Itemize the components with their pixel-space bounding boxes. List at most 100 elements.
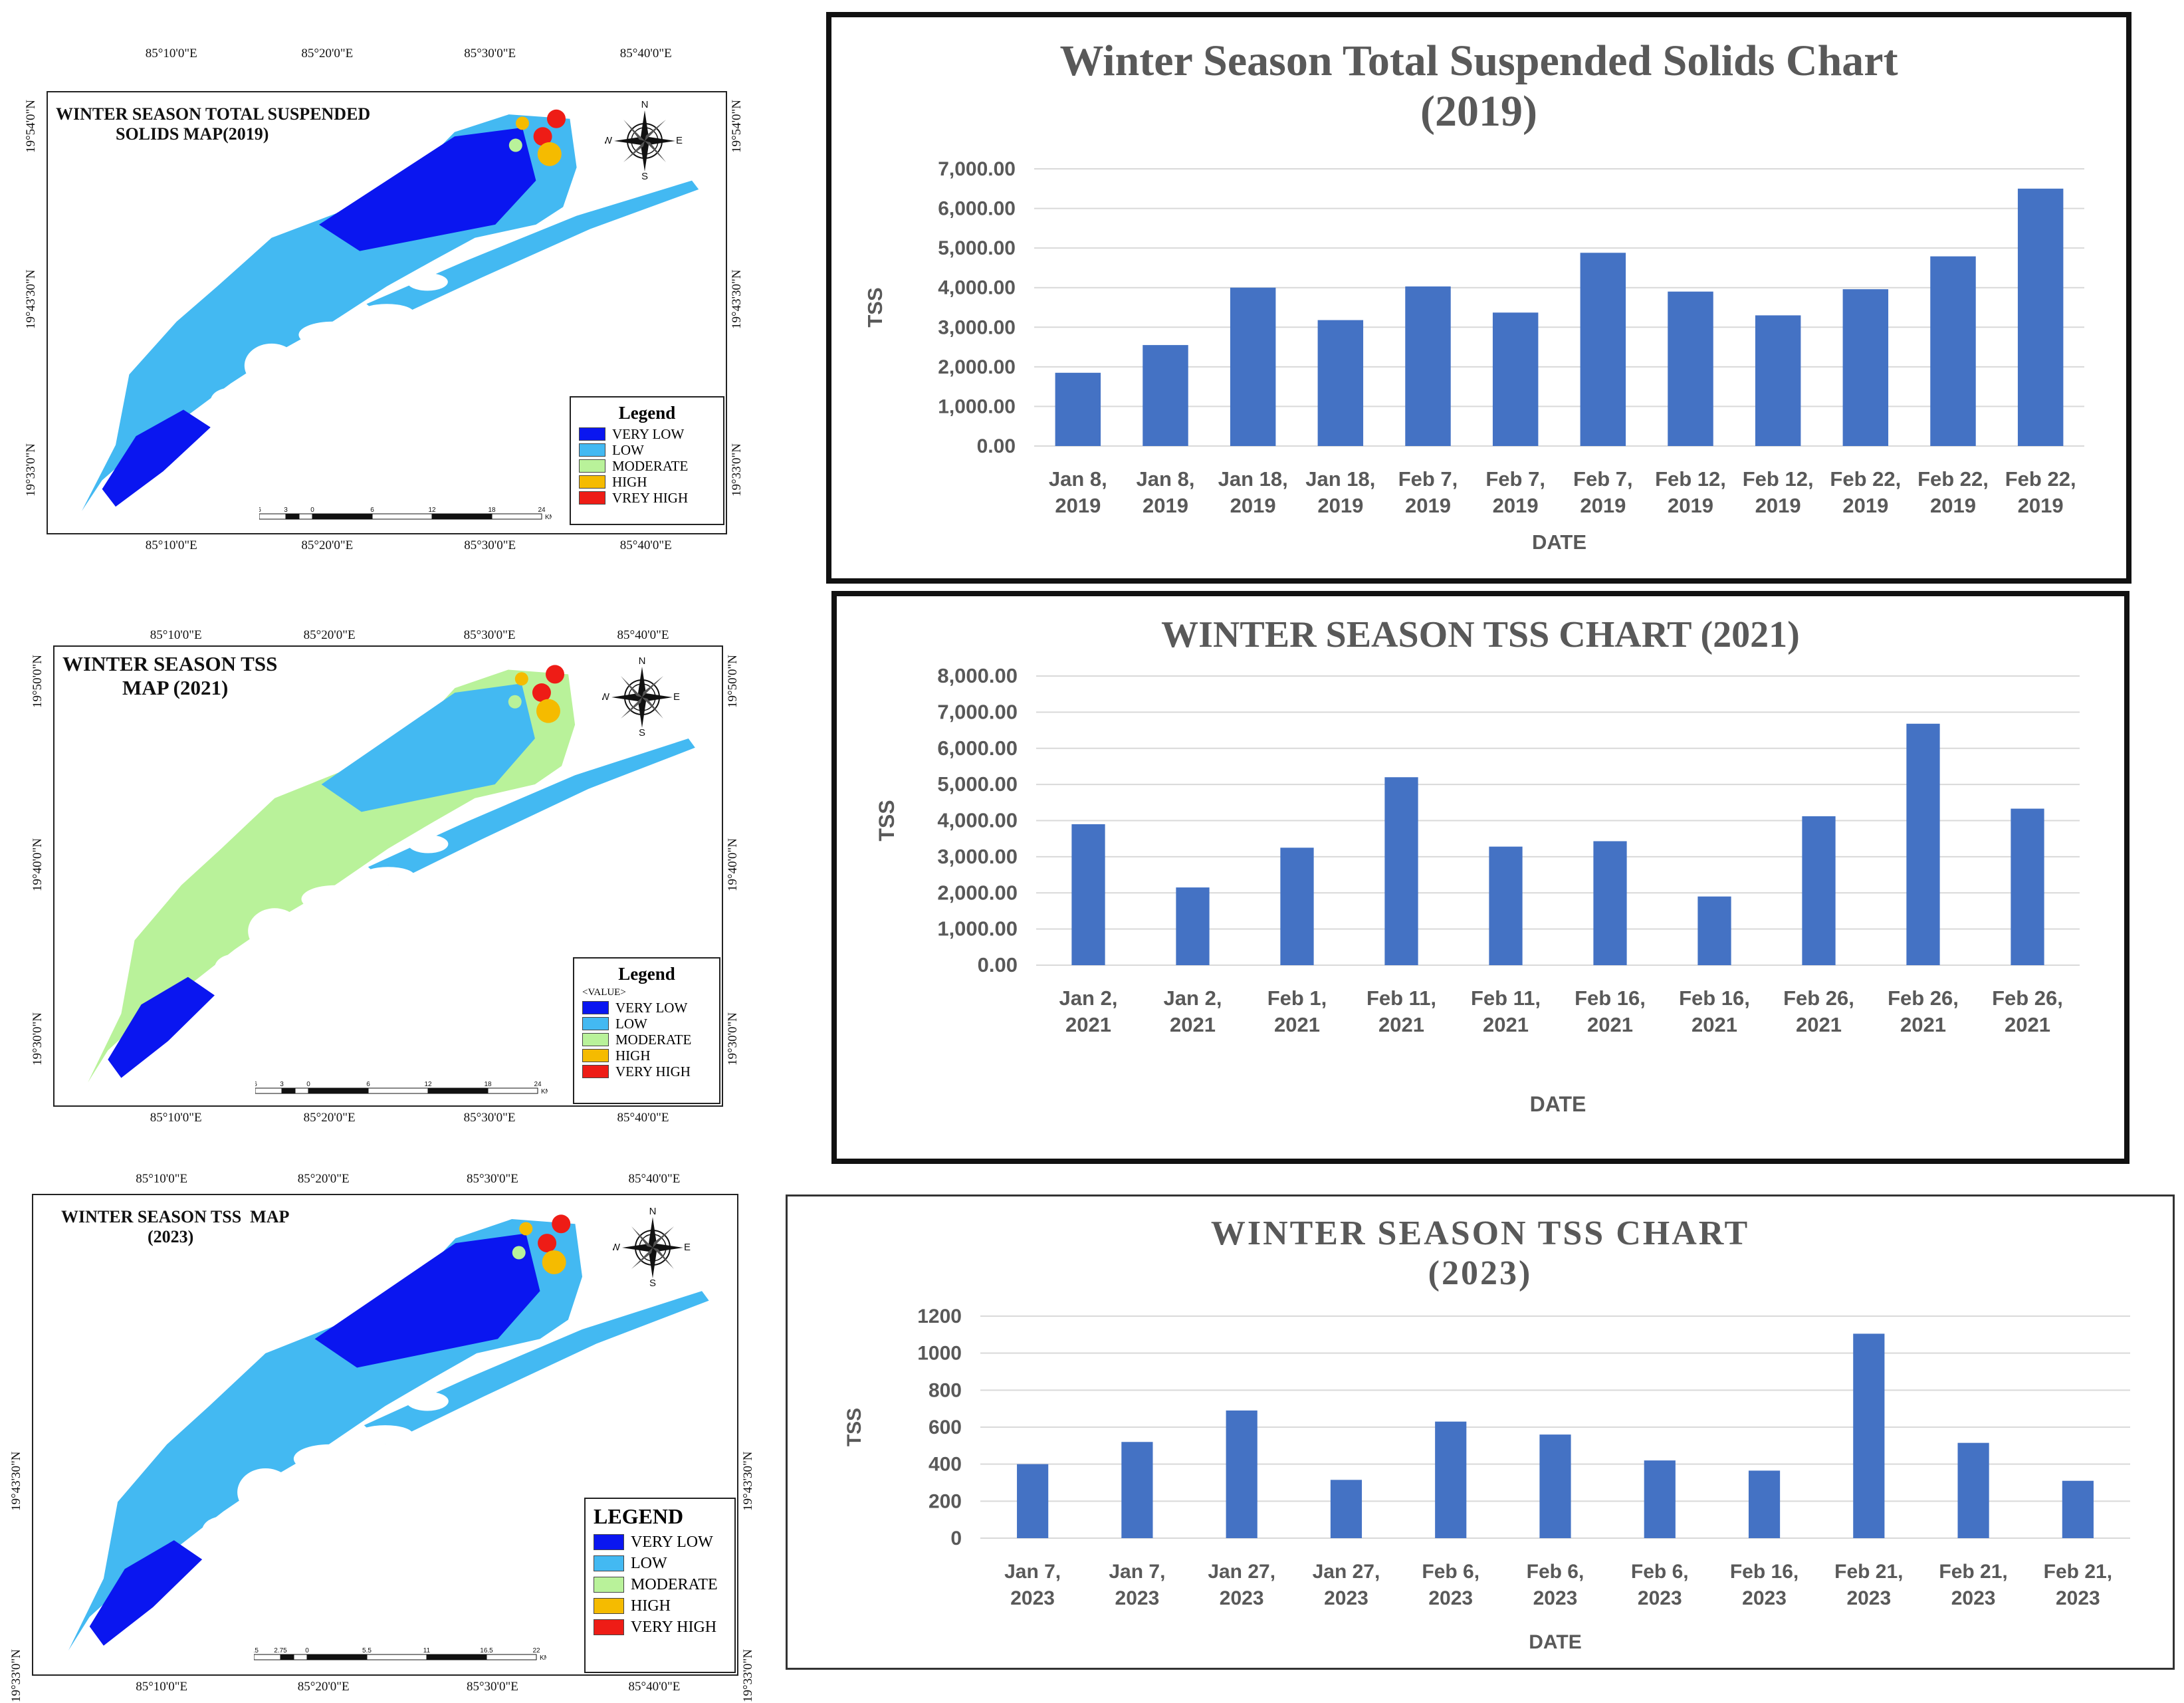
bar [1405, 286, 1451, 446]
legend-swatch [582, 1001, 609, 1014]
map-top-tick: 85°40'0"E [619, 47, 672, 60]
bar [1435, 1421, 1467, 1538]
compass-w-label: W [613, 1242, 621, 1253]
lagoon-spit [366, 180, 699, 322]
lagoon-zone-south [102, 409, 211, 507]
x-tick-label-line2: 2023 [1846, 1587, 1891, 1609]
legend-swatch [582, 1049, 609, 1062]
x-axis-label: DATE [1532, 530, 1586, 554]
bar [1055, 372, 1101, 446]
scale-label: 3 [284, 507, 288, 514]
x-tick-label-line1: Feb 21, [1834, 1561, 1903, 1583]
scale-label: 18 [488, 507, 496, 514]
x-tick-label-line2: 2023 [1742, 1587, 1787, 1609]
legend-title: Legend [618, 403, 676, 423]
map-top-tick: 85°10'0"E [136, 1172, 188, 1186]
chart-2023-panel: WINTER SEASON TSS CHART (2023) 0 200 400 60… [786, 1194, 2175, 1670]
hotspot [519, 1222, 533, 1236]
scale-label: 18 [484, 1081, 492, 1088]
x-tick-label-line2: 2019 [1755, 494, 1801, 517]
island [248, 908, 302, 955]
bar [1593, 841, 1627, 965]
x-tick-label-line1: Feb 1, [1267, 986, 1327, 1010]
hotspot [547, 109, 566, 128]
scale-label: 16.5 [480, 1647, 493, 1654]
map-2-legend: LEGEND VERY LOW LOW MODERATE HIGH VERY HIGH [584, 1498, 736, 1673]
x-tick-label-line2: 2021 [1378, 1013, 1424, 1036]
legend-item: LOW [594, 1553, 726, 1574]
scale-label: 6 [259, 507, 261, 514]
hotspot [538, 1234, 557, 1253]
scale-label: 11 [423, 1647, 431, 1654]
legend-item: LOW [579, 442, 715, 458]
legend-item: VREY HIGH [579, 490, 715, 506]
chart-2023-title-line2: (2023) [1428, 1254, 1533, 1292]
compass-e-label: E [684, 1242, 691, 1253]
map-bottom-tick: 85°20'0"E [303, 1111, 356, 1125]
y-tick-label: 400 [928, 1454, 962, 1476]
map-bottom-tick: 85°10'0"E [150, 1111, 202, 1125]
map-top-tick: 85°30'0"E [466, 1172, 518, 1186]
bar [1853, 1333, 1885, 1538]
y-tick-label: 0 [950, 1528, 962, 1549]
legend-swatch [594, 1577, 624, 1593]
bar [2017, 188, 2064, 446]
x-tick-label-line2: 2021 [1692, 1013, 1737, 1036]
x-tick-label-line1: Jan 27, [1313, 1561, 1380, 1583]
chart-2023-title: WINTER SEASON TSS CHART (2023) [788, 1214, 2173, 1294]
map-top-tick: 85°40'0"E [628, 1172, 681, 1186]
scale-label: 22 [532, 1647, 540, 1654]
legend-swatch [582, 1065, 609, 1078]
y-tick-label: 5,000.00 [937, 772, 1018, 796]
x-tick-label-line2: 2019 [1143, 494, 1188, 517]
legend-item: VERY HIGH [594, 1617, 726, 1638]
legend-item-label: VERY LOW [615, 999, 688, 1016]
x-tick-label-line2: 2023 [1951, 1587, 1996, 1609]
compass-rose-icon: N S W E [613, 1208, 691, 1288]
y-tick-label: 6,000.00 [938, 198, 1016, 220]
map-right-tick: 19°33'0"N [730, 443, 744, 497]
x-tick-label-line1: Feb 21, [2044, 1561, 2112, 1583]
map-right-tick: 19°40'0"N [726, 838, 740, 891]
x-tick-label-line2: 2023 [1638, 1587, 1682, 1609]
chart-2021-title-line1: WINTER SEASON TSS CHART (2021) [1161, 614, 1800, 655]
bar [1330, 1480, 1363, 1538]
lagoon-zone-south [89, 1540, 203, 1646]
x-tick-label-line2: 2023 [1533, 1587, 1578, 1609]
map-right-tick: 19°43'30"N [741, 1451, 755, 1511]
hotspot [512, 1246, 526, 1260]
map-top-tick: 85°20'0"E [301, 47, 354, 60]
map-1-title: WINTER SEASON TSS MAP (2021) [62, 652, 277, 699]
x-tick-label-line2: 2021 [1170, 1013, 1216, 1036]
x-tick-label-line1: Feb 16, [1575, 986, 1646, 1010]
map-left-tick: 19°50'0"N [31, 654, 45, 708]
bar [1802, 816, 1836, 965]
legend-item: HIGH [579, 474, 715, 490]
map-bottom-tick: 85°30'0"E [466, 1680, 518, 1694]
x-tick-label-line1: Feb 7, [1398, 467, 1458, 491]
x-tick-label-line2: 2023 [2056, 1587, 2100, 1609]
map-right-tick: 19°50'0"N [726, 654, 740, 708]
legend-item-label: LOW [615, 1015, 647, 1032]
legend-swatch [594, 1619, 624, 1635]
scale-label: 6 [255, 1081, 257, 1088]
legend-item-label: HIGH [615, 1047, 651, 1064]
x-tick-label-line2: 2021 [1274, 1013, 1320, 1036]
map-top-tick: 85°30'0"E [464, 47, 516, 60]
scale-label: 12 [424, 1081, 432, 1088]
chart-2021-panel: WINTER SEASON TSS CHART (2021) 0.00 1,000… [831, 591, 2129, 1164]
map-1-legend: Legend <VALUE> VERY LOW LOW MODERATE HIGH VERY… [573, 957, 720, 1104]
legend-swatch [594, 1555, 624, 1571]
scale-label: 0 [305, 1647, 309, 1654]
island [407, 273, 448, 291]
bar [1176, 887, 1210, 965]
y-tick-label: 1,000.00 [937, 917, 1018, 941]
map-top-tick: 85°30'0"E [463, 628, 516, 642]
compass-n-label: N [649, 1208, 656, 1217]
legend-item: HIGH [582, 1048, 711, 1064]
y-tick-label: 2,000.00 [938, 356, 1016, 378]
legend-item-label: HIGH [631, 1597, 671, 1615]
island [408, 834, 449, 853]
map-bottom-tick: 85°20'0"E [297, 1680, 350, 1694]
legend-item: HIGH [594, 1595, 726, 1617]
